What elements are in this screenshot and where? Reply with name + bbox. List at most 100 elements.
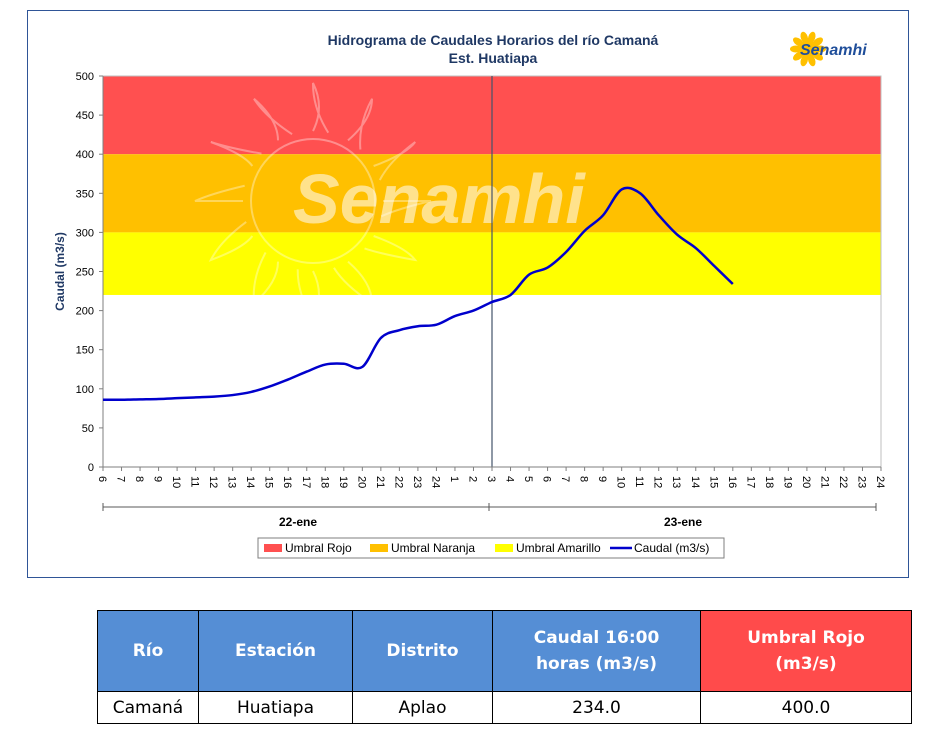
x-tick-label-12: 18 xyxy=(318,476,330,488)
logo-text: Senamhi xyxy=(800,42,867,59)
y-tick-label-9: 450 xyxy=(76,110,94,122)
x-tick-label-7: 13 xyxy=(226,476,238,488)
series-line-0 xyxy=(102,186,734,402)
watermark-ray-2 xyxy=(333,260,374,306)
data-table: Río Estación Distrito Caudal 16:00 horas… xyxy=(97,610,912,724)
x-tick-label-26: 8 xyxy=(578,476,590,482)
x-tick-label-32: 14 xyxy=(689,476,701,488)
legend-swatch-2 xyxy=(495,544,513,552)
x-tick-label-31: 13 xyxy=(670,476,682,488)
x-tick-label-4: 10 xyxy=(170,476,182,488)
watermark-ray-10 xyxy=(347,98,373,150)
x-tick-label-14: 20 xyxy=(355,476,367,488)
x-tick-label-17: 23 xyxy=(411,476,423,488)
x-tick-label-42: 24 xyxy=(874,476,886,488)
x-tick-label-11: 17 xyxy=(300,476,312,488)
cell-distrito: Aplao xyxy=(352,691,493,724)
x-tick-label-5: 11 xyxy=(189,476,201,487)
logo-ray-0 xyxy=(814,45,826,53)
chart-subtitle: Est. Huatiapa xyxy=(449,50,538,66)
x-tick-label-41: 23 xyxy=(855,476,867,488)
y-tick-label-1: 50 xyxy=(82,423,94,435)
x-tick-label-37: 19 xyxy=(781,476,793,488)
x-tick-label-9: 15 xyxy=(263,476,275,488)
watermark-sun-core xyxy=(250,138,376,264)
cell-caudal: 234.0 xyxy=(492,691,701,724)
y-tick-label-0: 0 xyxy=(88,462,94,474)
x-tick-label-33: 15 xyxy=(707,476,719,488)
x-tick-label-22: 4 xyxy=(504,476,516,482)
x-tick-label-23: 5 xyxy=(522,476,534,482)
x-tick-label-2: 8 xyxy=(133,476,145,482)
x-tick-label-36: 18 xyxy=(763,476,775,488)
watermark-ray-1 xyxy=(364,235,418,262)
legend-label-1: Umbral Naranja xyxy=(391,541,475,555)
x-tick-label-1: 7 xyxy=(115,476,127,482)
watermark-sun-logo xyxy=(194,82,432,322)
x-tick-label-21: 3 xyxy=(485,476,497,482)
y-tick-label-10: 500 xyxy=(76,71,94,83)
header-estacion: Estación xyxy=(198,610,353,692)
x-tick-label-25: 7 xyxy=(559,476,571,482)
header-distrito: Distrito xyxy=(352,610,493,692)
cell-rio: Camaná xyxy=(97,691,199,724)
legend-label-3: Caudal (m3/s) xyxy=(634,541,709,555)
table-row: Camaná Huatiapa Aplao 234.0 400.0 xyxy=(97,691,912,724)
y-tick-label-3: 150 xyxy=(76,345,94,357)
x-tick-label-29: 11 xyxy=(633,476,645,487)
x-tick-label-40: 22 xyxy=(837,476,849,488)
watermark-ray-5 xyxy=(208,221,254,262)
x-tick-label-15: 21 xyxy=(374,476,386,488)
senamhi-logo: Senamhi xyxy=(790,31,867,67)
header-umbral-rojo: Umbral Rojo (m3/s) xyxy=(700,610,912,692)
x-tick-label-10: 16 xyxy=(281,476,293,488)
cell-estacion: Huatiapa xyxy=(198,691,353,724)
watermark-ray-8 xyxy=(253,98,293,141)
y-axis-title: Caudal (m3/s) xyxy=(53,232,67,311)
x-tick-label-19: 1 xyxy=(448,476,460,482)
legend-label-0: Umbral Rojo xyxy=(285,541,352,555)
chart-title: Hidrograma de Caudales Horarios del río … xyxy=(328,32,659,48)
legend-swatch-0 xyxy=(264,544,282,552)
legend-box xyxy=(257,537,725,559)
day-label-1: 23-ene xyxy=(664,515,702,529)
header-caudal: Caudal 16:00 horas (m3/s) xyxy=(492,610,701,692)
watermark-ray-9 xyxy=(311,82,330,134)
x-tick-label-3: 9 xyxy=(152,476,164,482)
x-tick-label-6: 12 xyxy=(207,476,219,488)
x-tick-label-38: 20 xyxy=(800,476,812,488)
legend-label-2: Umbral Amarillo xyxy=(516,541,601,555)
day-label-0: 22-ene xyxy=(279,515,317,529)
table-header-row: Río Estación Distrito Caudal 16:00 horas… xyxy=(97,610,912,692)
watermark-ray-0 xyxy=(380,200,432,218)
chart-frame: Senamhi 0 50 100 150 200 250 300 350 400 450 500 6 7 8… xyxy=(27,10,909,578)
watermark-ray-7 xyxy=(210,141,262,167)
x-tick-label-28: 10 xyxy=(615,476,627,488)
watermark-ray-4 xyxy=(252,252,279,306)
watermark-text: Senamhi xyxy=(293,160,586,238)
legend-swatch-1 xyxy=(370,544,388,552)
x-tick-label-24: 6 xyxy=(541,476,553,482)
header-rio: Río xyxy=(97,610,199,692)
x-tick-label-39: 21 xyxy=(818,476,830,488)
y-tick-label-2: 100 xyxy=(76,384,94,396)
cell-umbral-rojo: 400.0 xyxy=(700,691,912,724)
x-tick-label-0: 6 xyxy=(96,476,108,482)
x-tick-label-8: 14 xyxy=(244,476,256,488)
watermark-ray-6 xyxy=(194,184,245,203)
y-tick-label-5: 250 xyxy=(76,267,94,279)
x-tick-label-30: 12 xyxy=(652,476,664,488)
y-tick-label-7: 350 xyxy=(76,188,94,200)
watermark-ray-11 xyxy=(373,141,416,181)
x-tick-label-34: 16 xyxy=(726,476,738,488)
y-tick-label-8: 400 xyxy=(76,149,94,161)
logo-sun xyxy=(799,40,817,58)
x-tick-label-35: 17 xyxy=(744,476,756,488)
x-tick-label-18: 24 xyxy=(429,476,441,488)
watermark-ray-3 xyxy=(296,269,320,322)
y-tick-label-6: 300 xyxy=(76,227,94,239)
x-tick-label-13: 19 xyxy=(337,476,349,488)
x-tick-label-20: 2 xyxy=(466,476,478,482)
y-tick-label-4: 200 xyxy=(76,306,94,318)
